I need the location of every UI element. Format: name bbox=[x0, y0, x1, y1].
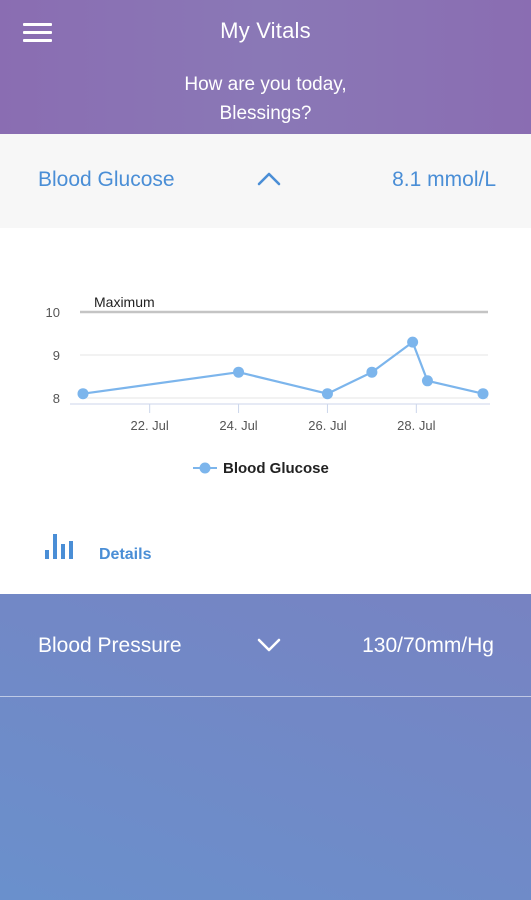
y-tick-label: 9 bbox=[53, 348, 60, 363]
hamburger-menu-icon[interactable] bbox=[23, 22, 53, 44]
chevron-down-icon[interactable] bbox=[257, 638, 281, 652]
x-tick-label: 26. Jul bbox=[308, 418, 346, 433]
blood-glucose-row[interactable]: Blood Glucose 8.1 mmol/L bbox=[0, 134, 531, 228]
greeting-text: How are you today, Blessings? bbox=[0, 70, 531, 128]
data-point bbox=[407, 336, 419, 348]
divider bbox=[0, 696, 531, 697]
x-tick-label: 24. Jul bbox=[219, 418, 257, 433]
blood-glucose-chart: 8 9 10 Maximum 22. Jul 24. Jul 26. Jul 28. Jul B… bbox=[46, 294, 490, 477]
data-point bbox=[77, 388, 89, 400]
blood-glucose-value: 8.1 mmol/L bbox=[392, 168, 496, 191]
data-point bbox=[421, 375, 433, 387]
glucose-chart-card: 8 9 10 Maximum 22. Jul 24. Jul 26. Jul 28. Jul B… bbox=[0, 228, 531, 594]
data-point bbox=[477, 388, 489, 400]
chevron-up-icon[interactable] bbox=[257, 172, 281, 186]
x-tick-label: 22. Jul bbox=[131, 418, 169, 433]
legend-label: Blood Glucose bbox=[223, 460, 329, 477]
app-header: My Vitals How are you today, Blessings? bbox=[0, 0, 531, 134]
y-tick-label: 8 bbox=[53, 391, 60, 406]
blood-glucose-label: Blood Glucose bbox=[38, 168, 175, 191]
page-title: My Vitals bbox=[220, 18, 311, 43]
blood-pressure-value: 130/70mm/Hg bbox=[362, 634, 494, 657]
greeting-line-1: How are you today, bbox=[184, 74, 347, 95]
data-point bbox=[321, 388, 333, 400]
details-label: Details bbox=[99, 546, 152, 563]
bar-chart-icon bbox=[45, 534, 73, 559]
data-point bbox=[233, 366, 245, 378]
series-line bbox=[82, 340, 484, 395]
data-point bbox=[366, 366, 378, 378]
y-tick-label: 10 bbox=[46, 305, 60, 320]
legend-marker bbox=[199, 462, 211, 474]
greeting-line-2: Blessings? bbox=[219, 103, 312, 124]
x-tick-label: 28. Jul bbox=[397, 418, 435, 433]
blood-pressure-label: Blood Pressure bbox=[38, 634, 182, 657]
maximum-label: Maximum bbox=[94, 294, 155, 310]
blood-pressure-row[interactable]: Blood Pressure 130/70mm/Hg bbox=[0, 596, 531, 696]
